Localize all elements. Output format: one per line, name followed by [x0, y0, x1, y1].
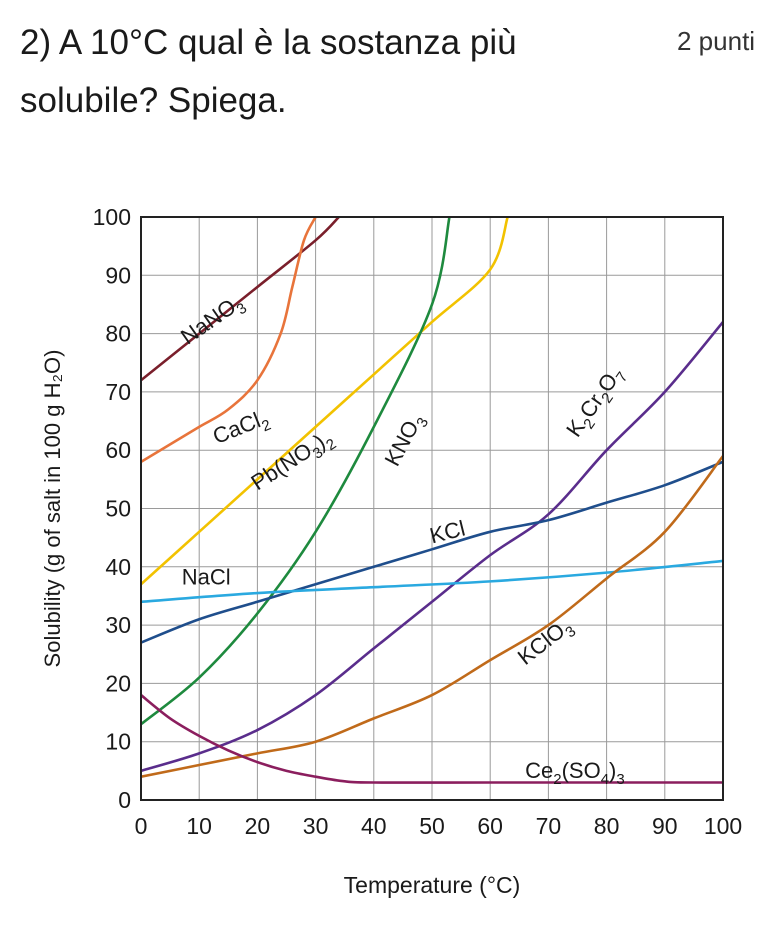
x-tick-label: 80 — [594, 813, 620, 839]
x-axis-label: Temperature (°C) — [344, 872, 521, 898]
y-tick-label: 40 — [105, 554, 131, 580]
series-line-kno3 — [141, 217, 451, 726]
series-label-kclo3: KClO3 — [513, 613, 579, 674]
question-number: 2) — [20, 23, 52, 62]
x-tick-label: 50 — [419, 813, 445, 839]
x-tick-label: 90 — [652, 813, 678, 839]
y-tick-label: 10 — [105, 729, 131, 755]
x-tick-label: 40 — [361, 813, 387, 839]
x-tick-label: 20 — [245, 813, 271, 839]
series-line-kcl — [141, 460, 723, 644]
points-label: 2 punti — [677, 26, 756, 56]
x-tick-label: 70 — [536, 813, 562, 839]
chart-series — [141, 217, 723, 784]
y-tick-label: 20 — [105, 670, 131, 696]
series-line-nano3 — [141, 217, 340, 382]
series-label-kno3: KNO3 — [379, 409, 432, 473]
series-label-cacl2: CaCl2 — [209, 404, 273, 453]
series-label-kcl: KCl — [427, 515, 467, 548]
y-axis-label: Solubility (g of salt in 100 g H₂O) — [40, 350, 65, 668]
question-text: 2) A 10°C qual è la sostanza più solubil… — [20, 14, 660, 130]
series-label-nacl: NaCl — [182, 564, 231, 589]
y-tick-label: 30 — [105, 612, 131, 638]
x-tick-label: 0 — [135, 813, 148, 839]
x-tick-label: 100 — [704, 813, 742, 839]
x-tick-label: 10 — [186, 813, 212, 839]
y-tick-label: 80 — [105, 321, 131, 347]
series-label-nano3: NaNO3 — [176, 289, 250, 353]
series-label-k2cr2o7: K2Cr2O7 — [561, 361, 631, 444]
series-line-kclo3 — [141, 455, 723, 778]
x-tick-label: 30 — [303, 813, 329, 839]
series-label-pbno32: Pb(NO3)2 — [247, 425, 340, 500]
series-line-nacl — [141, 559, 723, 604]
series-line-k2cr2o7 — [141, 321, 723, 773]
chart-ticks: 0 10 20 30 40 50 60 70 80 90 100 0 10 20 30 40 50 60 70 80 9… — [93, 204, 743, 839]
y-tick-label: 50 — [105, 496, 131, 522]
series-line-cacl2 — [141, 217, 317, 463]
series-label-ce2so43: Ce2(SO4)3 — [525, 758, 625, 788]
plot-frame — [140, 216, 724, 801]
x-tick-label: 60 — [477, 813, 503, 839]
y-tick-label: 90 — [105, 262, 131, 288]
y-tick-label: 70 — [105, 379, 131, 405]
series-line-pbno32 — [141, 217, 509, 586]
y-tick-label: 0 — [118, 787, 131, 813]
question-body: A 10°C qual è la sostanza più solubile? … — [20, 23, 517, 120]
y-tick-label: 100 — [93, 204, 131, 230]
series-line-ce2so43 — [141, 694, 723, 784]
y-tick-label: 60 — [105, 437, 131, 463]
